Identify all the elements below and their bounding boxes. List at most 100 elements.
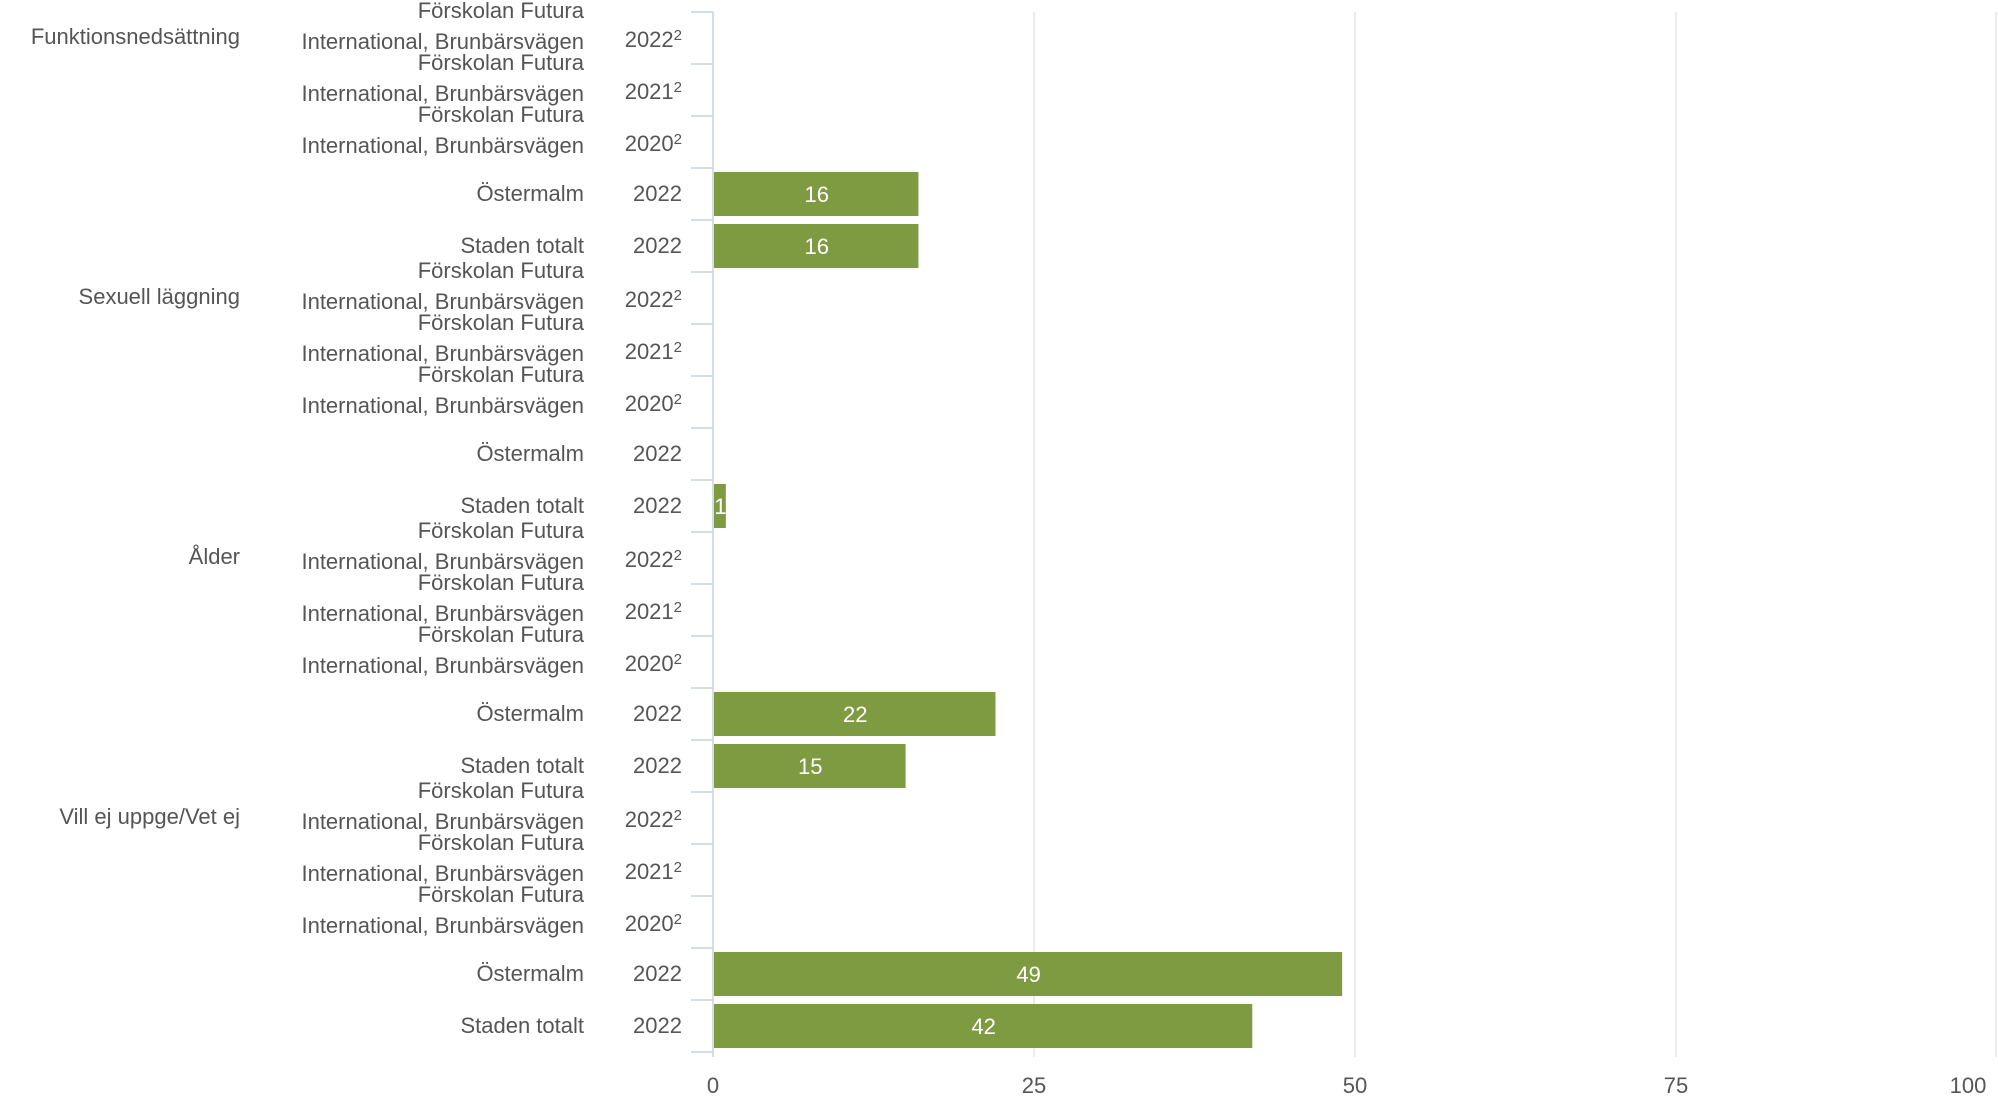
year-label: 20212 bbox=[600, 599, 682, 625]
year-value: 2022 bbox=[633, 1013, 682, 1038]
year-label: 2022 bbox=[600, 181, 682, 207]
footnote-marker: 2 bbox=[673, 339, 682, 356]
category-label: International, Brunbärsvägen bbox=[301, 549, 584, 574]
footnote-marker: 2 bbox=[673, 27, 682, 44]
data-label: 15 bbox=[798, 754, 822, 779]
year-value: 2022 bbox=[633, 961, 682, 986]
category-label: Förskolan Futura bbox=[417, 102, 584, 127]
category-label: International, Brunbärsvägen bbox=[301, 601, 584, 626]
data-label: 16 bbox=[804, 182, 828, 207]
group-label: Vill ej uppge/Vet ej bbox=[59, 804, 240, 829]
category-label: Förskolan Futura bbox=[417, 830, 584, 855]
data-label: 22 bbox=[843, 702, 867, 727]
category-label: Förskolan Futura bbox=[417, 50, 584, 75]
data-label: 42 bbox=[971, 1014, 995, 1039]
category-label: Förskolan Futura bbox=[417, 518, 584, 543]
category-label: Förskolan Futura bbox=[417, 622, 584, 647]
year-value: 2022 bbox=[633, 233, 682, 258]
category-label: International, Brunbärsvägen bbox=[301, 913, 584, 938]
category-label: International, Brunbärsvägen bbox=[301, 29, 584, 54]
year-value: 2022 bbox=[633, 493, 682, 518]
category-label: International, Brunbärsvägen bbox=[301, 81, 584, 106]
year-label: 20202 bbox=[600, 911, 682, 937]
x-tick-label: 50 bbox=[1342, 1073, 1368, 1098]
category-label: Förskolan Futura bbox=[417, 778, 584, 803]
category-label: Östermalm bbox=[476, 701, 584, 726]
footnote-marker: 2 bbox=[673, 651, 682, 668]
year-label: 20222 bbox=[600, 807, 682, 833]
category-label: Förskolan Futura bbox=[417, 258, 584, 283]
year-value: 2022 bbox=[624, 27, 674, 52]
group-label: Ålder bbox=[188, 544, 240, 569]
category-label: Östermalm bbox=[476, 961, 584, 986]
year-label: 20202 bbox=[600, 131, 682, 157]
footnote-marker: 2 bbox=[673, 391, 682, 408]
year-label: 20222 bbox=[600, 287, 682, 313]
year-label: 2022 bbox=[600, 961, 682, 987]
category-label: International, Brunbärsvägen bbox=[301, 393, 584, 418]
year-label: 2022 bbox=[600, 753, 682, 779]
category-label: Förskolan Futura bbox=[417, 570, 584, 595]
category-label: International, Brunbärsvägen bbox=[301, 341, 584, 366]
footnote-marker: 2 bbox=[673, 131, 682, 148]
year-value: 2020 bbox=[624, 391, 674, 416]
category-label: International, Brunbärsvägen bbox=[301, 809, 584, 834]
group-label: Funktionsnedsättning bbox=[30, 24, 240, 49]
year-label: 20212 bbox=[600, 79, 682, 105]
year-value: 2022 bbox=[624, 287, 674, 312]
category-label: Staden totalt bbox=[460, 1013, 584, 1038]
category-label: International, Brunbärsvägen bbox=[301, 653, 584, 678]
category-label: Östermalm bbox=[476, 441, 584, 466]
bar bbox=[714, 1004, 1253, 1048]
year-value: 2020 bbox=[624, 651, 674, 676]
x-tick-label: 0 bbox=[706, 1073, 720, 1098]
year-value: 2020 bbox=[624, 131, 674, 156]
x-tick-label: 75 bbox=[1663, 1073, 1689, 1098]
year-label: 2022 bbox=[600, 441, 682, 467]
year-value: 2021 bbox=[624, 859, 674, 884]
x-tick-label: 100 bbox=[1949, 1073, 1987, 1098]
footnote-marker: 2 bbox=[673, 547, 682, 564]
footnote-marker: 2 bbox=[673, 859, 682, 876]
year-label: 20222 bbox=[600, 27, 682, 53]
year-value: 2021 bbox=[624, 599, 674, 624]
category-label: International, Brunbärsvägen bbox=[301, 289, 584, 314]
bar bbox=[714, 952, 1343, 996]
year-label: 20212 bbox=[600, 339, 682, 365]
footnote-marker: 2 bbox=[673, 807, 682, 824]
category-label: Förskolan Futura bbox=[417, 310, 584, 335]
year-value: 2021 bbox=[624, 79, 674, 104]
group-label: Sexuell läggning bbox=[78, 284, 240, 309]
year-label: 20202 bbox=[600, 651, 682, 677]
year-label: 2022 bbox=[600, 233, 682, 259]
bar bbox=[714, 692, 996, 736]
category-label: Förskolan Futura bbox=[417, 882, 584, 907]
category-label: Förskolan Futura bbox=[417, 362, 584, 387]
year-value: 2022 bbox=[633, 181, 682, 206]
year-value: 2022 bbox=[624, 547, 674, 572]
category-label: Förskolan Futura bbox=[417, 0, 584, 23]
x-tick-label: 25 bbox=[1021, 1073, 1047, 1098]
category-label: Staden totalt bbox=[460, 493, 584, 518]
year-label: 2022 bbox=[600, 493, 682, 519]
bar bbox=[714, 484, 726, 528]
year-value: 2020 bbox=[624, 911, 674, 936]
category-label: International, Brunbärsvägen bbox=[301, 133, 584, 158]
year-label: 2022 bbox=[600, 701, 682, 727]
footnote-marker: 2 bbox=[673, 79, 682, 96]
data-label: 49 bbox=[1016, 962, 1040, 987]
bar bbox=[714, 224, 919, 268]
year-label: 20202 bbox=[600, 391, 682, 417]
footnote-marker: 2 bbox=[673, 287, 682, 304]
year-value: 2022 bbox=[633, 701, 682, 726]
category-label: Staden totalt bbox=[460, 233, 584, 258]
category-label: Östermalm bbox=[476, 181, 584, 206]
footnote-marker: 2 bbox=[673, 599, 682, 616]
year-label: 20222 bbox=[600, 547, 682, 573]
bar bbox=[714, 172, 919, 216]
footnote-marker: 2 bbox=[673, 911, 682, 928]
year-label: 20212 bbox=[600, 859, 682, 885]
year-value: 2022 bbox=[624, 807, 674, 832]
category-label: International, Brunbärsvägen bbox=[301, 861, 584, 886]
